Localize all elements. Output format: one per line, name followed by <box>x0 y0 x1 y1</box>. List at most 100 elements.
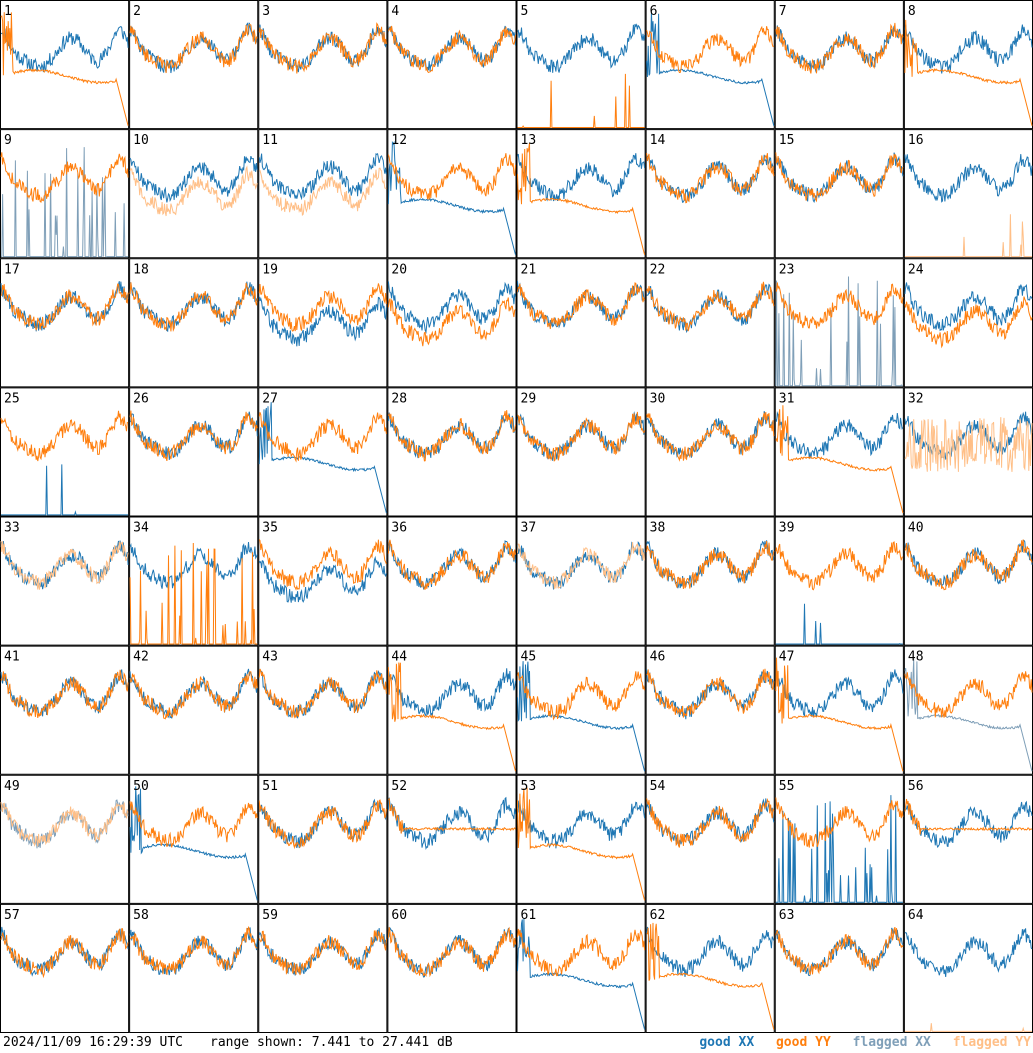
panel-label: 50 <box>133 779 149 794</box>
panel-frame <box>903 258 1033 388</box>
panel-52: 52 <box>387 774 517 904</box>
panel-label: 6 <box>650 4 658 19</box>
series-yy <box>0 801 129 847</box>
series-yy <box>129 23 258 74</box>
panel-4: 4 <box>387 0 517 130</box>
panel-label: 54 <box>650 779 666 794</box>
series-yy <box>646 411 775 462</box>
panel-1: 1 <box>0 0 130 130</box>
series-yy <box>0 540 129 590</box>
panel-49: 49 <box>0 774 130 904</box>
series-xx <box>387 281 516 334</box>
panel-frame <box>387 645 517 775</box>
panel-14: 14 <box>645 129 775 259</box>
series-xx <box>258 402 387 514</box>
panel-frame <box>258 387 388 517</box>
panel-label: 48 <box>908 650 924 665</box>
series-xx <box>904 411 1033 461</box>
panel-56: 56 <box>903 774 1033 904</box>
panel-23: 23 <box>774 258 904 388</box>
panel-frame <box>129 645 259 775</box>
series-yy <box>129 282 258 332</box>
series-xx <box>258 555 387 603</box>
panel-28: 28 <box>387 387 517 517</box>
legend-flagged-yy: flagged YY <box>952 1035 1031 1050</box>
panel-31: 31 <box>774 387 904 517</box>
panel-frame <box>774 516 904 646</box>
series-xx <box>904 154 1033 203</box>
series-yy <box>258 799 387 850</box>
series-yy <box>904 1023 1032 1032</box>
panel-frame <box>774 258 904 388</box>
panel-label: 15 <box>779 133 795 148</box>
panel-frame <box>516 516 646 646</box>
series-yy <box>904 539 1033 591</box>
panel-frame <box>903 774 1033 904</box>
panel-frame <box>645 903 775 1033</box>
panel-63: 63 <box>774 903 904 1033</box>
series-xx <box>517 918 646 1030</box>
series-yy <box>775 152 904 203</box>
legend: good XX good YY flagged XX flagged YY <box>685 1035 1031 1050</box>
panel-54: 54 <box>645 774 775 904</box>
series-yy <box>904 214 1032 258</box>
panel-frame <box>645 516 775 646</box>
panel-29: 29 <box>516 387 646 517</box>
series-xx <box>0 25 129 73</box>
series-yy <box>0 12 129 126</box>
series-yy <box>387 410 516 462</box>
panel-label: 23 <box>779 262 795 277</box>
panel-frame <box>258 774 388 904</box>
series-yy <box>904 671 1033 718</box>
panel-label: 20 <box>391 262 407 277</box>
series-xx <box>517 153 646 202</box>
panel-frame <box>516 129 646 259</box>
panel-label: 41 <box>4 650 20 665</box>
panel-45: 45 <box>516 645 646 775</box>
panel-frame <box>387 774 517 904</box>
panel-25: 25 <box>0 387 130 517</box>
series-yy <box>387 539 516 590</box>
series-yy <box>775 797 904 848</box>
panel-label: 61 <box>521 908 537 923</box>
panel-label: 63 <box>779 908 795 923</box>
panel-frame <box>0 0 130 130</box>
panel-label: 62 <box>650 908 666 923</box>
series-yy <box>258 539 387 591</box>
panel-frame <box>774 645 904 775</box>
series-yy <box>775 282 904 329</box>
panel-label: 35 <box>262 521 278 536</box>
panel-43: 43 <box>258 645 388 775</box>
panel-label: 5 <box>521 4 529 19</box>
series-yy <box>258 668 387 719</box>
panel-16: 16 <box>903 129 1033 259</box>
panel-35: 35 <box>258 516 388 646</box>
panel-label: 42 <box>133 650 149 665</box>
series-yy <box>775 541 904 591</box>
panel-5: 5 <box>516 0 646 130</box>
series-yy <box>904 798 1033 835</box>
panel-frame <box>258 903 388 1033</box>
panel-frame <box>387 903 517 1033</box>
panel-label: 33 <box>4 521 20 536</box>
panel-frame <box>645 774 775 904</box>
range-label: range shown: 7.441 to 27.441 dB <box>210 1035 453 1050</box>
series-yy <box>646 281 775 332</box>
panel-frame <box>129 387 259 517</box>
series-yy <box>129 925 258 975</box>
panel-13: 13 <box>516 129 646 259</box>
series-yy <box>517 671 646 721</box>
panel-10: 10 <box>129 129 259 259</box>
series-yy <box>258 283 387 332</box>
series-xx <box>904 928 1033 977</box>
panel-61: 61 <box>516 903 646 1033</box>
series-yy <box>129 801 258 848</box>
panel-frame <box>129 258 259 388</box>
panel-21: 21 <box>516 258 646 388</box>
series-yy <box>387 25 516 74</box>
panel-label: 13 <box>521 133 537 148</box>
panel-label: 7 <box>779 4 787 19</box>
panel-27: 27 <box>258 387 388 517</box>
series-yy <box>387 153 516 200</box>
series-xx <box>904 282 1033 332</box>
